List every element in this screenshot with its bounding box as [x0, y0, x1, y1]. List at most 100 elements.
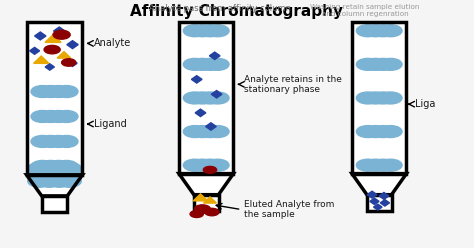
Circle shape [364, 159, 387, 171]
Circle shape [205, 208, 219, 216]
Circle shape [55, 160, 78, 172]
Circle shape [364, 25, 387, 37]
Circle shape [62, 59, 76, 66]
Circle shape [372, 92, 394, 104]
Polygon shape [67, 41, 78, 49]
Circle shape [206, 92, 229, 104]
Text: Analyte retains in the
stationary phase: Analyte retains in the stationary phase [244, 75, 342, 94]
Circle shape [58, 167, 82, 179]
Circle shape [47, 175, 72, 187]
Circle shape [28, 162, 52, 175]
Circle shape [364, 59, 387, 70]
Circle shape [47, 162, 72, 175]
Circle shape [364, 92, 387, 104]
Circle shape [199, 125, 221, 137]
Circle shape [206, 59, 229, 70]
Circle shape [28, 175, 52, 187]
Circle shape [55, 86, 78, 97]
Circle shape [356, 159, 379, 171]
Circle shape [58, 175, 82, 187]
Circle shape [47, 86, 70, 97]
Polygon shape [35, 32, 46, 40]
Text: Affinity Chromatography: Affinity Chromatography [130, 4, 344, 19]
Circle shape [47, 135, 70, 147]
Circle shape [47, 160, 70, 172]
Circle shape [53, 30, 70, 39]
Text: Analyte: Analyte [94, 38, 132, 48]
Polygon shape [193, 194, 208, 201]
Circle shape [379, 25, 402, 37]
Polygon shape [379, 192, 389, 199]
Circle shape [39, 160, 62, 172]
Circle shape [191, 92, 214, 104]
Circle shape [379, 59, 402, 70]
Polygon shape [210, 52, 220, 60]
Text: Ligand: Ligand [94, 119, 127, 129]
Circle shape [372, 125, 394, 137]
Circle shape [58, 162, 82, 175]
Polygon shape [367, 191, 377, 198]
Polygon shape [57, 52, 71, 58]
Polygon shape [42, 196, 67, 212]
Polygon shape [203, 197, 217, 203]
Polygon shape [30, 47, 40, 54]
Circle shape [356, 92, 379, 104]
Circle shape [379, 159, 402, 171]
Circle shape [194, 205, 210, 213]
Circle shape [183, 59, 206, 70]
Circle shape [28, 167, 52, 179]
Circle shape [206, 25, 229, 37]
Circle shape [372, 59, 394, 70]
Circle shape [55, 111, 78, 123]
Circle shape [191, 125, 214, 137]
Polygon shape [370, 198, 379, 205]
Polygon shape [54, 27, 65, 35]
Polygon shape [191, 76, 202, 83]
Circle shape [38, 171, 62, 183]
Polygon shape [367, 195, 392, 211]
Circle shape [39, 135, 62, 147]
Circle shape [47, 167, 72, 179]
Circle shape [39, 111, 62, 123]
Circle shape [356, 59, 379, 70]
Circle shape [39, 86, 62, 97]
Polygon shape [27, 175, 82, 196]
Circle shape [38, 175, 62, 187]
Text: Liga: Liga [415, 99, 435, 109]
Circle shape [199, 92, 221, 104]
Polygon shape [352, 22, 407, 174]
Circle shape [199, 59, 221, 70]
Polygon shape [380, 200, 390, 206]
Circle shape [379, 92, 402, 104]
Text: Analyte pass from affinity column: Analyte pass from affinity column [149, 4, 292, 13]
Circle shape [356, 25, 379, 37]
Circle shape [191, 25, 214, 37]
Circle shape [190, 211, 203, 217]
Circle shape [364, 125, 387, 137]
Polygon shape [211, 91, 222, 98]
Circle shape [47, 111, 70, 123]
Polygon shape [352, 174, 407, 195]
Polygon shape [68, 60, 77, 66]
Polygon shape [374, 204, 382, 210]
Circle shape [183, 25, 206, 37]
Circle shape [206, 125, 229, 137]
Polygon shape [34, 56, 49, 63]
Circle shape [199, 159, 221, 171]
Circle shape [55, 135, 78, 147]
Circle shape [191, 59, 214, 70]
Circle shape [203, 166, 217, 173]
Circle shape [31, 111, 54, 123]
Circle shape [191, 159, 214, 171]
Circle shape [206, 159, 229, 171]
Polygon shape [27, 22, 82, 175]
Text: Washing retain sample elution
and column regenration: Washing retain sample elution and column… [310, 4, 419, 17]
Polygon shape [179, 174, 233, 195]
Text: Eluted Analyte from
the sample: Eluted Analyte from the sample [244, 200, 334, 219]
Circle shape [31, 86, 54, 97]
Circle shape [356, 125, 379, 137]
Circle shape [31, 135, 54, 147]
Circle shape [38, 162, 62, 175]
Polygon shape [45, 35, 61, 42]
Circle shape [28, 171, 52, 183]
